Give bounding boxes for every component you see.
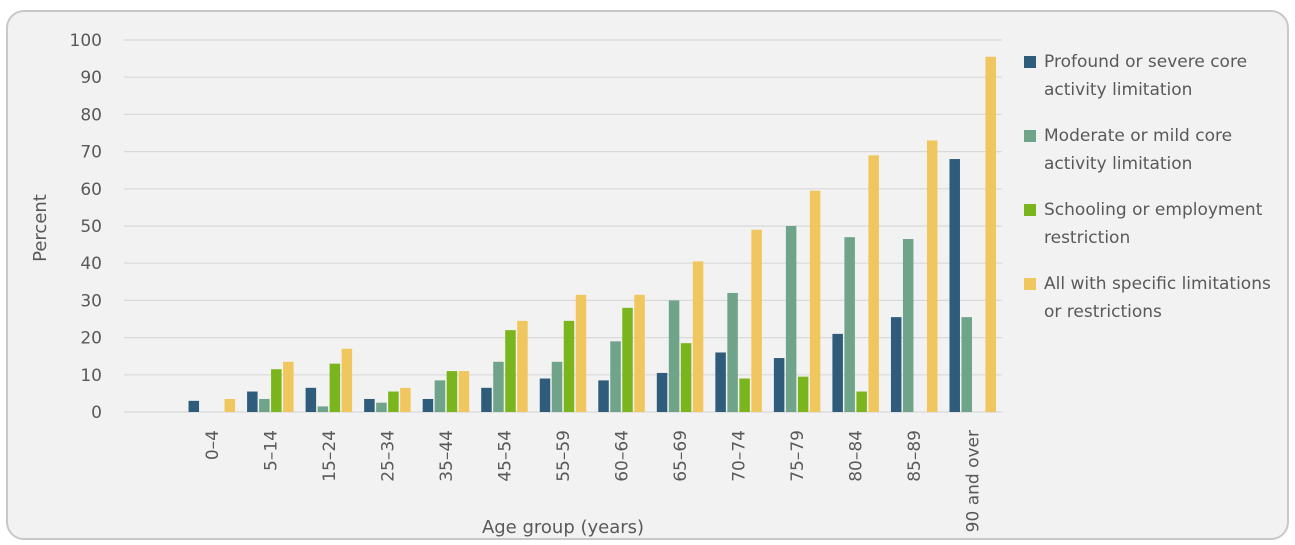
bar bbox=[376, 402, 387, 412]
bar bbox=[598, 380, 609, 412]
bar bbox=[364, 398, 375, 412]
bar bbox=[400, 387, 411, 412]
bar bbox=[856, 391, 867, 412]
x-tick-label: 85–89 bbox=[905, 430, 925, 482]
legend-item: All with specific limitations or restric… bbox=[1024, 270, 1289, 326]
bar bbox=[481, 387, 492, 412]
bar bbox=[832, 333, 843, 412]
x-tick-label: 90 and over bbox=[964, 430, 984, 532]
bar bbox=[539, 378, 551, 412]
bar bbox=[422, 398, 434, 412]
bar bbox=[317, 406, 329, 412]
bar bbox=[692, 261, 704, 412]
bar bbox=[668, 300, 680, 412]
legend-item: Profound or severe core activity limitat… bbox=[1024, 48, 1289, 104]
bar bbox=[329, 363, 341, 412]
bar bbox=[493, 361, 504, 412]
legend-label: All with specific limitations or restric… bbox=[1044, 274, 1271, 322]
x-tick-label: 25–34 bbox=[378, 430, 398, 482]
bar bbox=[505, 330, 516, 412]
y-tick-labels: 0 10 20 30 40 50 60 70 80 90 100 bbox=[70, 31, 102, 423]
x-tick-label: 75–79 bbox=[788, 430, 808, 482]
bar bbox=[890, 317, 902, 412]
bar bbox=[305, 387, 317, 412]
x-tick-label: 70–74 bbox=[730, 430, 750, 482]
legend-swatch bbox=[1024, 204, 1036, 216]
y-tick-label: 20 bbox=[80, 329, 102, 349]
y-tick-label: 60 bbox=[80, 180, 102, 200]
legend-label: Moderate or mild core activity limitatio… bbox=[1044, 126, 1233, 174]
gridlines bbox=[124, 39, 1002, 413]
bar bbox=[563, 320, 575, 412]
x-tick-label: 0–4 bbox=[203, 430, 223, 460]
bar bbox=[739, 378, 750, 412]
bar bbox=[751, 229, 762, 412]
y-tick-label: 40 bbox=[80, 254, 102, 274]
bar bbox=[188, 400, 200, 412]
bar bbox=[622, 307, 633, 412]
legend-item: Schooling or employment restriction bbox=[1024, 196, 1289, 252]
legend: Profound or severe core activity limitat… bbox=[1024, 48, 1289, 344]
bar bbox=[224, 398, 236, 412]
bar bbox=[985, 56, 996, 413]
y-tick-label: 90 bbox=[80, 68, 102, 88]
legend-label: Schooling or employment restriction bbox=[1044, 200, 1263, 248]
bar bbox=[961, 317, 972, 412]
x-tick-label: 15–24 bbox=[320, 430, 340, 482]
bar bbox=[551, 361, 563, 412]
bar bbox=[656, 372, 668, 412]
bar bbox=[902, 239, 914, 412]
legend-item: Moderate or mild core activity limitatio… bbox=[1024, 122, 1289, 178]
x-tick-label: 5–14 bbox=[261, 430, 281, 471]
bar bbox=[434, 380, 446, 412]
bar bbox=[283, 361, 294, 412]
bar bbox=[949, 159, 960, 412]
x-tick-label: 80–84 bbox=[847, 430, 867, 482]
legend-label: Profound or severe core activity limitat… bbox=[1044, 52, 1248, 100]
bar bbox=[458, 371, 470, 412]
bar bbox=[868, 155, 879, 412]
bar bbox=[680, 343, 692, 412]
legend-swatch bbox=[1024, 130, 1036, 142]
bar bbox=[341, 348, 353, 412]
bar bbox=[446, 371, 458, 412]
x-axis-title: Age group (years) bbox=[482, 517, 644, 538]
bar bbox=[773, 358, 785, 412]
y-tick-label: 0 bbox=[91, 403, 102, 423]
x-tick-label: 60–64 bbox=[613, 430, 633, 482]
x-tick-label: 45–54 bbox=[495, 430, 515, 482]
y-tick-label: 30 bbox=[80, 291, 102, 311]
y-axis-title: Percent bbox=[30, 194, 51, 262]
bar bbox=[517, 320, 528, 412]
bar bbox=[797, 376, 809, 412]
x-tick-label: 65–69 bbox=[671, 430, 691, 482]
x-tick-label: 55–59 bbox=[554, 430, 574, 482]
y-tick-label: 100 bbox=[70, 31, 102, 51]
y-tick-label: 70 bbox=[80, 143, 102, 163]
bar bbox=[809, 190, 821, 412]
chart-frame bbox=[6, 10, 1289, 540]
bar bbox=[926, 140, 938, 412]
bar bbox=[271, 369, 282, 412]
legend-swatch bbox=[1024, 56, 1036, 68]
x-tick-labels: 0–4 5–14 15–24 25–34 35–44 45–54 55–59 60–64 65–… bbox=[203, 430, 984, 532]
y-tick-label: 80 bbox=[80, 105, 102, 125]
bar bbox=[844, 237, 855, 412]
bar bbox=[247, 391, 258, 412]
bar bbox=[715, 352, 726, 412]
bar bbox=[259, 398, 270, 412]
x-tick-label: 35–44 bbox=[437, 430, 457, 482]
y-tick-label: 50 bbox=[80, 217, 102, 237]
bar bbox=[388, 391, 399, 412]
bar bbox=[610, 341, 621, 412]
bar bbox=[575, 294, 587, 412]
legend-swatch bbox=[1024, 278, 1036, 290]
bars bbox=[188, 56, 996, 413]
bar bbox=[785, 226, 797, 412]
bar bbox=[634, 294, 645, 412]
y-tick-label: 10 bbox=[80, 366, 102, 386]
bar bbox=[727, 292, 738, 412]
